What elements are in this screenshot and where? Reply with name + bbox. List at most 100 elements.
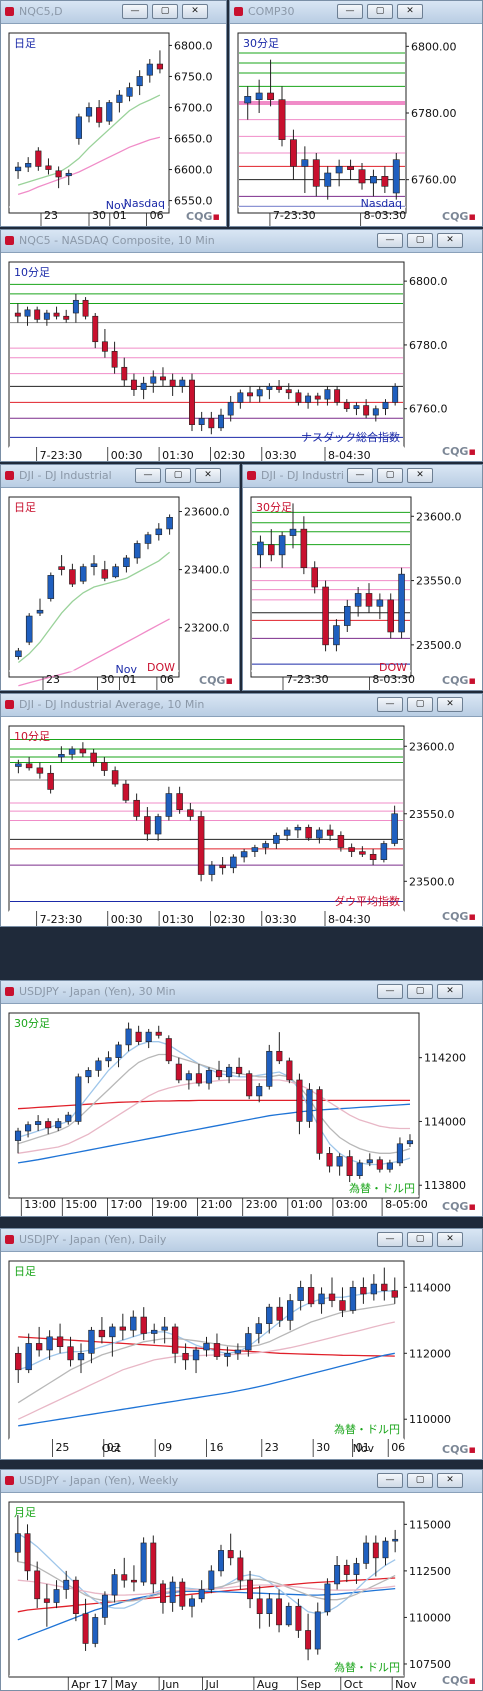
candle <box>227 395 234 422</box>
y-tick-label: 23550.0 <box>409 808 455 821</box>
maximize-button[interactable]: ▢ <box>165 468 191 483</box>
minimize-button[interactable]: — <box>377 697 403 712</box>
candle <box>328 1277 336 1308</box>
timeframe-label: 月足 <box>14 1506 36 1519</box>
y-tick-label: 23600.0 <box>409 740 455 753</box>
plot-area <box>8 725 405 912</box>
candle <box>119 1313 127 1341</box>
window-titlebar[interactable]: DJI - DJ Industrial — ▢ ✕ <box>243 465 482 488</box>
chart-window-p5[interactable]: DJI - DJ Industrial — ▢ ✕ 23600.0 23550.0 2350… <box>242 464 483 691</box>
cqg-app-icon <box>247 471 256 480</box>
candle <box>65 169 72 186</box>
close-button[interactable]: ✕ <box>195 468 221 483</box>
chart-canvas[interactable]: 115000 112500 110000 107500 Apr 17 May Jun Jul A… <box>1 1492 482 1690</box>
chart-canvas[interactable]: 114000 112000 110000 25 02 09 16 23 30 01 06 Oct Nov… <box>1 1251 482 1459</box>
window-titlebar[interactable]: NQC5 - NASDAQ Composite, 10 Min — ▢ ✕ <box>1 230 482 253</box>
close-icon: ✕ <box>446 1234 454 1244</box>
window-titlebar[interactable]: DJI - DJ Industrial — ▢ ✕ <box>1 465 239 488</box>
candle <box>36 598 44 617</box>
candle <box>90 748 97 767</box>
minimize-button[interactable]: — <box>135 468 161 483</box>
maximize-button[interactable]: ▢ <box>152 4 178 19</box>
window-titlebar[interactable]: USDJPY - Japan (Yen), Weekly — ▢ ✕ <box>1 1470 482 1493</box>
chart-window-p7[interactable]: USDJPY - Japan (Yen), 30 Min — ▢ ✕ 114200 114… <box>0 980 483 1217</box>
candle <box>344 599 351 632</box>
cqg-logo-mark: ▪ <box>468 910 476 923</box>
candle <box>359 846 366 857</box>
candle <box>392 1529 399 1553</box>
maximize-button[interactable]: ▢ <box>407 984 433 999</box>
maximize-button[interactable]: ▢ <box>407 233 433 248</box>
cqg-logo-mark: ▪ <box>468 1443 476 1456</box>
close-button[interactable]: ✕ <box>437 1232 463 1247</box>
chart-window-p4[interactable]: DJI - DJ Industrial — ▢ ✕ 23600.0 23400.0 2320… <box>0 464 240 691</box>
close-button[interactable]: ✕ <box>407 468 433 483</box>
y-tick-label: 6780.0 <box>409 339 448 352</box>
close-button[interactable]: ✕ <box>182 4 208 19</box>
y-tick-label: 6600.0 <box>174 164 213 177</box>
close-button[interactable]: ✕ <box>437 233 463 248</box>
candle <box>236 1057 243 1077</box>
candle <box>165 786 173 821</box>
instrument-note: Nasdaq <box>124 197 165 210</box>
x-tick-label: Jul <box>205 1678 219 1690</box>
candle <box>192 1346 200 1374</box>
minimize-button[interactable]: — <box>347 468 373 483</box>
candle <box>285 383 292 400</box>
chart-canvas[interactable]: 6800.00 6780.00 6760.00 7-23:30 8-03:30 30分足 N… <box>230 23 482 226</box>
y-tick-label: 115000 <box>409 1518 451 1531</box>
minimize-button[interactable]: — <box>377 984 403 999</box>
chart-canvas[interactable]: 114200 114000 113800 13:00 15:00 17:00 19:00 21… <box>1 1003 482 1216</box>
minimize-button[interactable]: — <box>122 4 148 19</box>
minimize-button[interactable]: — <box>377 1232 403 1247</box>
maximize-button[interactable]: ▢ <box>407 697 433 712</box>
moving-average-line <box>17 1099 410 1110</box>
candle <box>347 159 355 180</box>
candle <box>255 1317 262 1344</box>
maximize-icon: ▢ <box>415 986 425 996</box>
chart-window-p3[interactable]: NQC5 - NASDAQ Composite, 10 Min — ▢ ✕ 6800.0… <box>0 229 483 462</box>
close-button[interactable]: ✕ <box>437 1473 463 1488</box>
minimize-button[interactable]: — <box>377 233 403 248</box>
chart-canvas[interactable]: 6800.0 6780.0 6760.0 7-23:30 00:30 01:30 02:30… <box>1 252 482 461</box>
cqg-logo: CQG▪ <box>442 210 476 223</box>
maximize-button[interactable]: ▢ <box>407 1473 433 1488</box>
x-tick-label: 02:30 <box>213 449 245 461</box>
cqg-logo: CQG▪ <box>199 674 233 687</box>
window-titlebar[interactable]: COMP30 — ▢ ✕ <box>230 1 482 24</box>
candle <box>392 383 399 406</box>
maximize-button[interactable]: ▢ <box>407 1232 433 1247</box>
maximize-button[interactable]: ▢ <box>367 4 393 19</box>
chart-window-p9[interactable]: USDJPY - Japan (Yen), Weekly — ▢ ✕ 115000 112… <box>0 1469 483 1691</box>
window-titlebar[interactable]: USDJPY - Japan (Yen), Daily — ▢ ✕ <box>1 1229 482 1252</box>
candle <box>203 1336 210 1357</box>
candle <box>135 1025 142 1045</box>
chart-window-p1[interactable]: NQC5,D — ▢ ✕ 6800.0 6750.0 6700.0 6650.0 6600.0 6… <box>0 0 227 227</box>
candle <box>267 59 275 107</box>
chart-window-p8[interactable]: USDJPY - Japan (Yen), Daily — ▢ ✕ 114000 1120… <box>0 1228 483 1460</box>
minimize-button[interactable]: — <box>377 1473 403 1488</box>
y-tick-label: 6760.00 <box>411 174 457 187</box>
candle <box>55 1118 62 1132</box>
close-button[interactable]: ✕ <box>437 984 463 999</box>
close-button[interactable]: ✕ <box>437 697 463 712</box>
candle <box>179 376 186 393</box>
x-tick-label: 21:00 <box>201 1198 233 1211</box>
window-titlebar[interactable]: DJI - DJ Industrial Average, 10 Min — ▢ ✕ <box>1 694 482 717</box>
candle <box>353 1557 360 1584</box>
maximize-button[interactable]: ▢ <box>377 468 403 483</box>
close-button[interactable]: ✕ <box>397 4 423 19</box>
window-titlebar[interactable]: NQC5,D — ▢ ✕ <box>1 1 226 24</box>
close-icon: ✕ <box>406 6 414 16</box>
chart-canvas[interactable]: 23600.0 23400.0 23200.0 23 30 01 06 Nov 日足 DOW <box>1 487 239 690</box>
chart-canvas[interactable]: 23600.0 23550.0 23500.0 7-23:30 8-03:30 30分足 D… <box>243 487 482 690</box>
chart-window-p6[interactable]: DJI - DJ Industrial Average, 10 Min — ▢ ✕ 23… <box>0 693 483 927</box>
candle <box>247 386 253 403</box>
chart-canvas[interactable]: 23600.0 23550.0 23500.0 7-23:30 00:30 01:30 02… <box>1 716 482 926</box>
candle <box>161 1317 168 1344</box>
window-titlebar[interactable]: USDJPY - Japan (Yen), 30 Min — ▢ ✕ <box>1 981 482 1004</box>
minimize-button[interactable]: — <box>337 4 363 19</box>
chart-window-p2[interactable]: COMP30 — ▢ ✕ 6800.00 6780.00 6760.00 7-23:30 8-0… <box>229 0 483 227</box>
cqg-logo-mark: ▪ <box>468 674 476 687</box>
chart-canvas[interactable]: 6800.0 6750.0 6700.0 6650.0 6600.0 6550.0 23 30… <box>1 23 226 226</box>
